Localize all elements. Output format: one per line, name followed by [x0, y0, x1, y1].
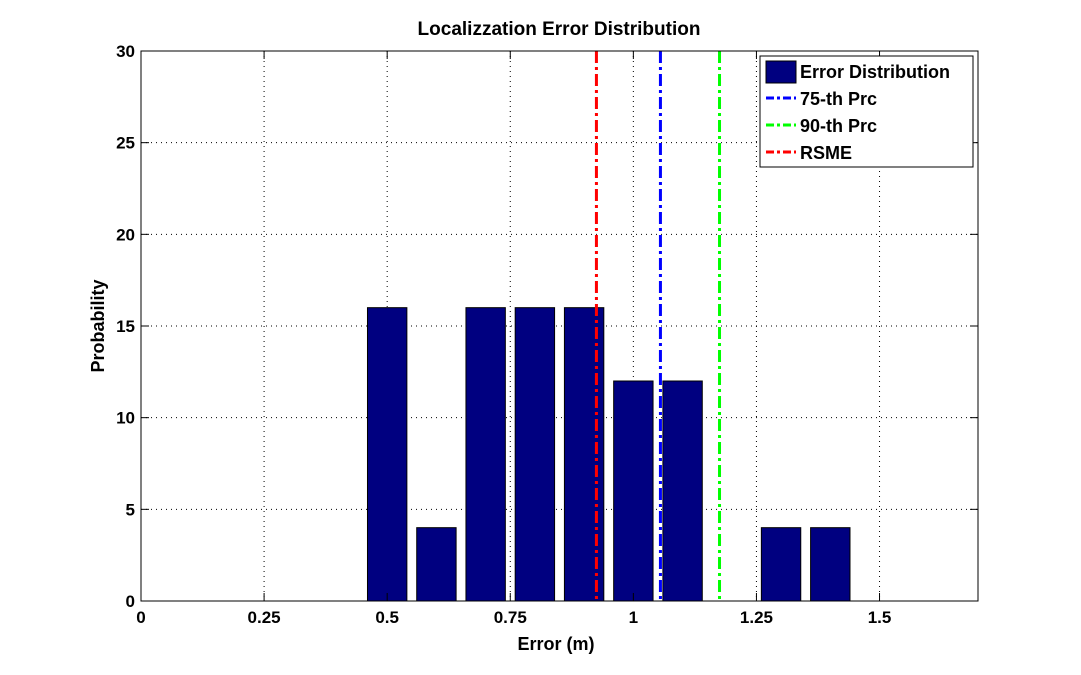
- legend-label: 75-th Prc: [800, 89, 877, 109]
- bar: [416, 527, 457, 602]
- x-tick-label: 0.5: [375, 608, 399, 627]
- x-axis-label: Error (m): [517, 634, 594, 654]
- x-tick-label: 0.75: [494, 608, 527, 627]
- bar: [514, 307, 556, 602]
- legend: Error Distribution 75-th Prc 90-th Prc RSME: [759, 55, 974, 168]
- x-tick-label: 0.25: [248, 608, 281, 627]
- x-tick-label: 1.5: [868, 608, 892, 627]
- y-tick-label: 30: [116, 42, 135, 61]
- y-tick-label: 15: [116, 317, 135, 336]
- bar: [662, 380, 703, 602]
- x-tick-label: 1: [629, 608, 638, 627]
- y-tick-label: 5: [126, 500, 135, 519]
- legend-label: Error Distribution: [800, 62, 950, 82]
- x-tick-label: 1.25: [740, 608, 773, 627]
- chart-title: Localizzation Error Distribution: [418, 19, 701, 40]
- bar: [613, 380, 654, 602]
- ticks-layer: 0 0.25 0.5 0.75 1 1.25 1.5 0 5 10 15 20 25 30: [116, 42, 978, 627]
- bar: [465, 307, 506, 602]
- y-tick-label: 0: [126, 592, 135, 611]
- bar: [760, 527, 802, 602]
- bar: [366, 307, 408, 602]
- legend-label: 90-th Prc: [800, 116, 877, 136]
- y-axis-label: Probability: [88, 279, 108, 372]
- y-tick-label: 25: [116, 134, 135, 153]
- legend-label: RSME: [800, 143, 852, 163]
- bar: [810, 527, 851, 602]
- legend-swatch-bar: [765, 60, 797, 84]
- y-tick-label: 20: [116, 225, 135, 244]
- y-tick-label: 10: [116, 409, 135, 428]
- x-tick-label: 0: [136, 608, 145, 627]
